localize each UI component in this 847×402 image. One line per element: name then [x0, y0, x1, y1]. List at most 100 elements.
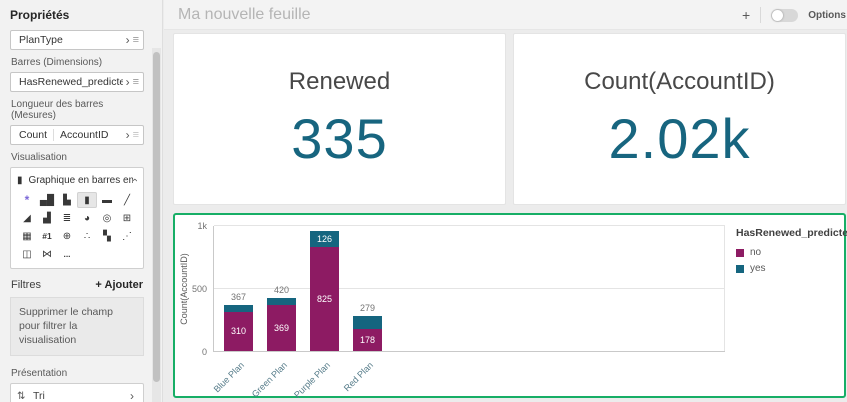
sheet-title[interactable]: Ma nouvelle feuille	[178, 6, 311, 23]
bar-segment-no-purple-plan[interactable]: 825	[310, 247, 339, 351]
plot-area: 310 367 Blue Plan 369 420 Green Plan 825 126 Pur…	[211, 225, 725, 400]
add-filter-button[interactable]: + Ajouter	[95, 279, 143, 291]
properties-title: Propriétés	[10, 8, 70, 22]
bar-segment-yes-blue-plan[interactable]	[224, 304, 253, 312]
presentation-section-label: Présentation	[11, 367, 68, 379]
sidebar-scrollbar[interactable]	[152, 48, 161, 402]
sidebar-scrollbar-thumb[interactable]	[153, 52, 160, 382]
presentation-panel: ⇅Tri›◐Couleur›TÉtiquettes›▣Styles›⊟Info-…	[10, 382, 144, 402]
filters-header: Filtres + Ajouter	[11, 279, 143, 291]
area-chart-icon[interactable]: ◢	[23, 212, 31, 224]
line-chart-icon[interactable]: ╱	[123, 194, 131, 206]
bar-total-label: 367	[230, 291, 247, 302]
legend-swatch	[736, 248, 744, 257]
scatter-plot-icon[interactable]: ∴	[83, 230, 91, 242]
header-controls: + Options avan	[742, 0, 847, 30]
gridline	[214, 288, 725, 289]
chevron-up-icon[interactable]: ›	[129, 178, 142, 182]
kpi-icon[interactable]: #1	[37, 228, 57, 244]
visualisation-selected-label: Graphique en barres empil...	[28, 174, 134, 186]
chevron-right-icon[interactable]: ›	[125, 128, 130, 142]
sheet-canvas: Ma nouvelle feuille + Options avan Renew…	[164, 0, 847, 402]
mekko-chart-icon[interactable]: ▬	[102, 194, 112, 206]
block-chart-icon[interactable]: ▙	[63, 194, 71, 206]
legend-title: HasRenewed_predicted	[736, 227, 847, 239]
chevron-right-icon[interactable]: ›	[125, 33, 130, 47]
x-axis-category-label[interactable]: Blue Plan	[211, 360, 246, 395]
field-measure[interactable]: Count AccountID › ≡	[10, 125, 144, 145]
drag-handle-icon: ≡	[132, 128, 139, 141]
table-icon[interactable]: ⊞	[122, 212, 132, 224]
pie-chart-icon[interactable]: ◕	[83, 212, 91, 224]
x-axis-category-label[interactable]: Red Plan	[341, 360, 375, 394]
legend-item-no[interactable]: no	[736, 247, 842, 258]
chevron-right-icon: ›	[130, 389, 134, 402]
legend-item-yes[interactable]: yes	[736, 263, 842, 274]
visualisation-picker: ▮ Graphique en barres empil... › * ▄█ ▙ ▮ ▬ ╱…	[10, 167, 144, 269]
bar-segment-no-blue-plan[interactable]: 310	[224, 311, 253, 351]
kpi-renewed-card[interactable]: Renewed 335	[173, 33, 506, 205]
auto-chart-icon[interactable]: *	[24, 193, 30, 207]
more-icon[interactable]: ...	[57, 246, 77, 262]
bar-chart-icon[interactable]: ▄█	[39, 194, 55, 206]
add-icon[interactable]: +	[742, 7, 751, 23]
visualisation-section-label: Visualisation	[11, 152, 67, 163]
stacked-bar-chart-icon[interactable]: ▮	[77, 192, 97, 208]
x-axis-category-label[interactable]: Green Plan	[249, 360, 289, 400]
sheet-header: Ma nouvelle feuille + Options avan	[164, 0, 847, 30]
bar-segment-no-red-plan[interactable]: 178	[353, 328, 382, 351]
sort-icon: ⇅	[17, 390, 26, 402]
measure-aggregation-label: Count	[19, 129, 55, 141]
field-hasrenewed-label: HasRenewed_predicted	[19, 76, 123, 88]
field-hasrenewed[interactable]: HasRenewed_predicted › ≡	[10, 72, 144, 92]
text-chart-icon[interactable]: ≣	[62, 212, 72, 224]
advanced-options-label: Options avan	[808, 9, 847, 21]
field-plantype[interactable]: PlanType › ≡	[10, 30, 144, 50]
distribution-plot-icon[interactable]: ⋰	[122, 230, 132, 242]
advanced-options-toggle[interactable]	[771, 8, 799, 22]
presentation-item-tri[interactable]: ⇅ Tri ›	[17, 387, 137, 402]
treemap-icon[interactable]: ▚	[103, 230, 111, 242]
gridline	[214, 225, 725, 226]
box-plot-icon[interactable]: ◫	[22, 248, 32, 260]
segment-value-label: 126	[316, 234, 333, 245]
kpi-renewed-value: 335	[291, 107, 388, 170]
filter-drop-hint: Supprimer le champ pour filtrer la visua…	[10, 297, 144, 356]
toggle-knob	[772, 9, 784, 21]
segment-value-label: 178	[359, 334, 376, 345]
measures-section-label: Longueur des barres (Mesures)	[11, 99, 104, 121]
y-axis-tick-label: 0	[201, 347, 207, 357]
segment-value-label: 825	[316, 294, 333, 305]
waterfall-chart-icon[interactable]: ⋈	[42, 248, 52, 260]
kpi-count-title: Count(AccountID)	[584, 68, 775, 95]
bar-segment-yes-green-plan[interactable]	[267, 298, 296, 305]
filters-label: Filtres	[11, 279, 41, 291]
legend-items: no yes	[736, 247, 842, 274]
segment-value-label: 310	[230, 326, 247, 337]
kpi-renewed-title: Renewed	[288, 68, 391, 95]
bar-segment-yes-red-plan[interactable]	[353, 315, 382, 329]
drag-handle-icon[interactable]: ≡	[132, 75, 139, 88]
bar-total-label: 279	[359, 302, 376, 313]
legend-swatch	[736, 264, 744, 273]
legend-label: no	[750, 247, 762, 258]
x-axis-category-label[interactable]: Purple Plan	[291, 360, 332, 400]
more-icon: ...	[63, 249, 71, 259]
pivot-table-icon[interactable]: ▦	[22, 230, 32, 242]
kpi-count-card[interactable]: Count(AccountID) 2.02k	[513, 33, 846, 205]
field-plantype-label: PlanType	[19, 34, 63, 46]
bar-segment-yes-purple-plan[interactable]: 126	[310, 231, 339, 248]
visualisation-dropdown[interactable]: ▮ Graphique en barres empil... ›	[17, 172, 141, 188]
donut-chart-icon[interactable]: ◎	[102, 212, 112, 224]
y-axis-tick-label: 500	[191, 284, 207, 294]
segment-value-label: 369	[273, 322, 290, 333]
properties-panel: Propriétés PlanType › ≡ Barres (Dimensio…	[0, 0, 163, 402]
drag-handle-icon[interactable]: ≡	[132, 33, 139, 46]
stacked-bar-chart[interactable]: Count(AccountID) 310 367 Blue Plan 369 420 Gr…	[173, 213, 847, 400]
plot-right-border	[724, 226, 725, 351]
bar-segment-no-green-plan[interactable]: 369	[267, 304, 296, 351]
map-icon[interactable]: ⊕	[62, 230, 72, 242]
combo-chart-icon[interactable]: ▟	[43, 212, 51, 224]
chevron-right-icon[interactable]: ›	[125, 75, 130, 89]
y-axis-tick-label: 1k	[197, 221, 207, 231]
